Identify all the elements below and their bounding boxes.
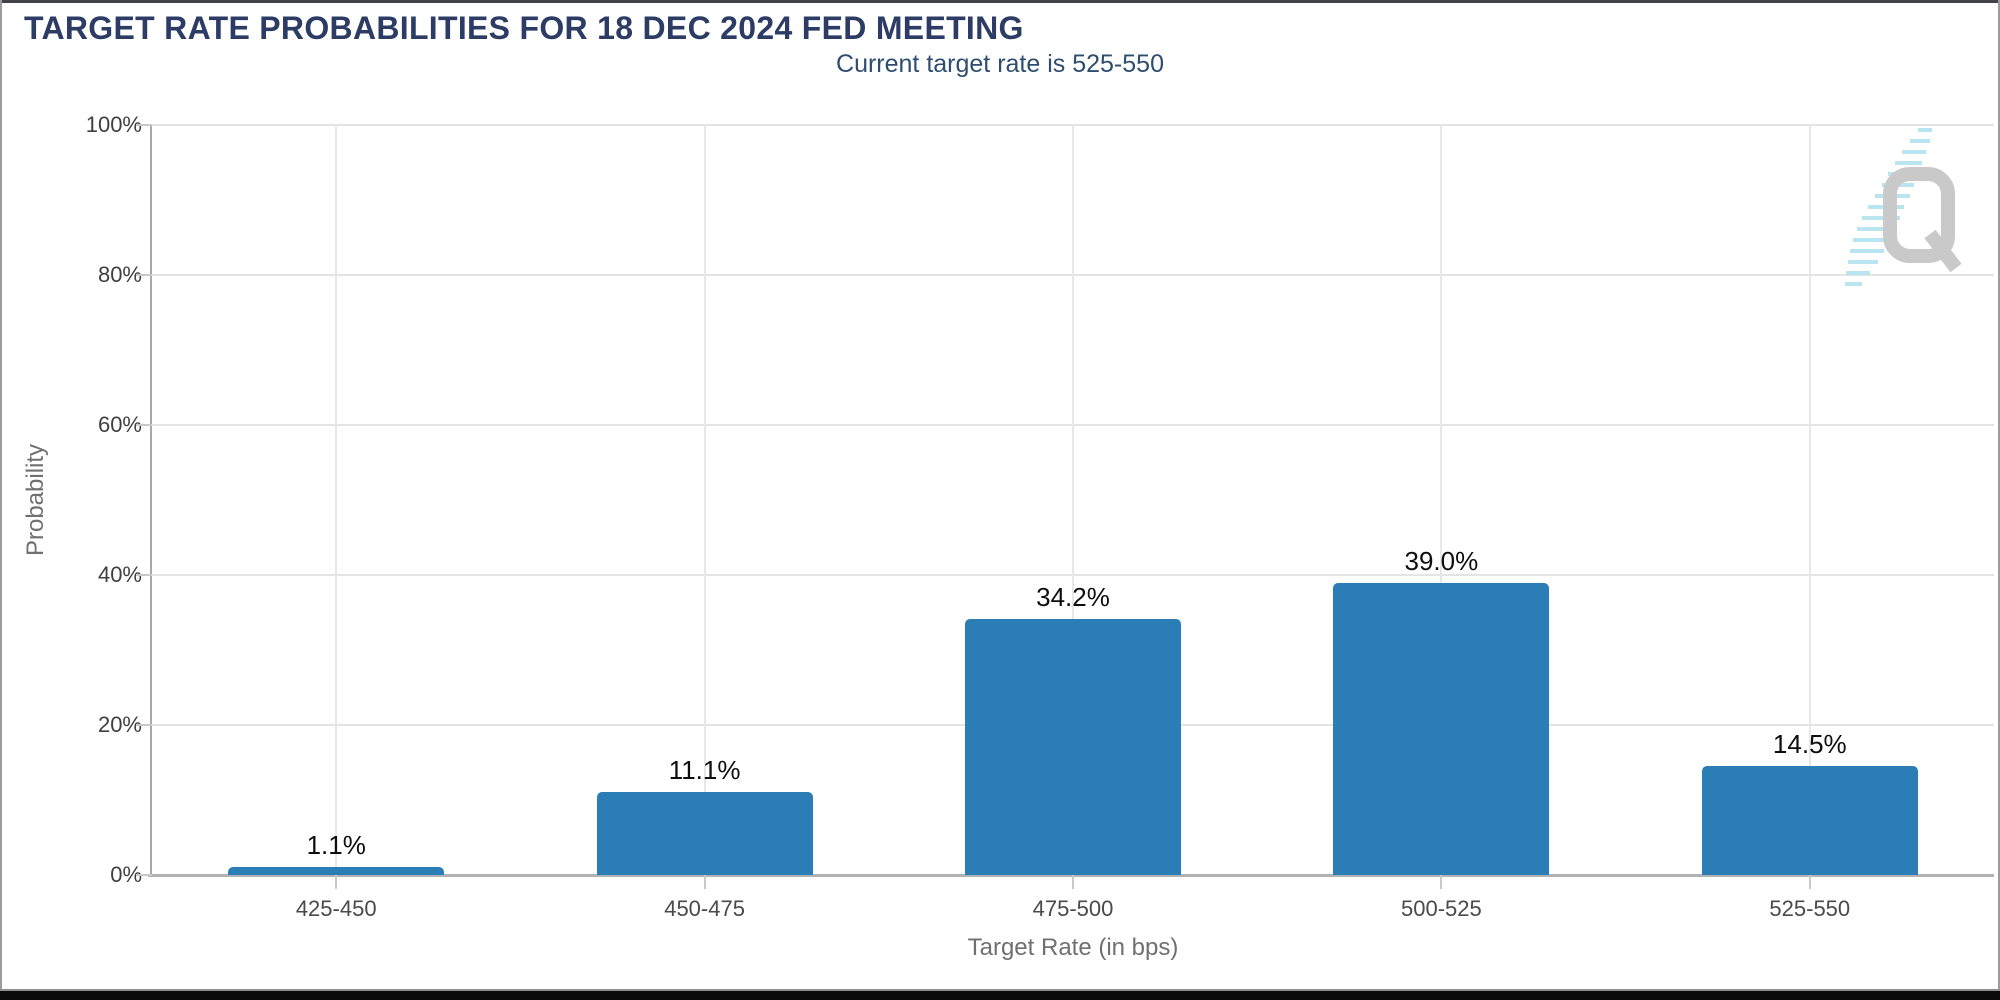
x-tick-label: 475-500 xyxy=(1032,896,1114,921)
bar-value-label: 11.1% xyxy=(668,754,741,785)
y-tick xyxy=(136,574,152,576)
x-tick xyxy=(703,875,706,889)
y-axis-labels: 0% 20% 40% 60% 80% 100% xyxy=(0,112,142,887)
bar-525-550[interactable] xyxy=(1701,766,1918,875)
gridline-vertical xyxy=(703,125,706,875)
window-left-border xyxy=(0,0,2,991)
page-title: TARGET RATE PROBABILITIES FOR 18 DEC 202… xyxy=(24,10,1024,46)
gridline-vertical xyxy=(335,125,338,875)
y-tick-label: 100% xyxy=(85,112,142,137)
x-tick xyxy=(1808,875,1811,889)
bar-value-label: 14.5% xyxy=(1772,729,1847,760)
window-right-border xyxy=(1998,0,2000,991)
y-tick-label: 40% xyxy=(97,562,142,587)
gridline-vertical xyxy=(1808,125,1811,875)
x-tick-label: 450-475 xyxy=(664,896,745,921)
bar-500-525[interactable] xyxy=(1333,582,1550,875)
gridline-vertical xyxy=(1440,125,1443,875)
x-axis-line xyxy=(148,874,1994,877)
bar-425-450[interactable] xyxy=(228,866,445,875)
bar-value-label: 1.1% xyxy=(306,829,366,860)
y-tick xyxy=(136,874,152,876)
x-tick-label: 500-525 xyxy=(1401,896,1482,921)
plot-area: 1.1% 425-450 11.1% 450-475 34.2% 475-500 39.0%… xyxy=(136,124,1994,921)
logo-q-letter xyxy=(1883,167,1962,273)
bar-value-label: 39.0% xyxy=(1404,545,1479,576)
x-tick-label: 425-450 xyxy=(295,896,377,921)
chart-subtitle: Current target rate is 525-550 xyxy=(836,50,1164,78)
y-tick xyxy=(136,124,152,126)
bar-450-475[interactable] xyxy=(596,791,813,875)
y-tick xyxy=(136,424,152,426)
bar-value-label: 34.2% xyxy=(1036,581,1110,612)
x-tick xyxy=(1440,875,1443,889)
y-tick-label: 20% xyxy=(97,712,142,737)
y-tick-label: 80% xyxy=(97,262,142,287)
quikstrike-q-logo-icon xyxy=(1845,128,1962,286)
y-tick xyxy=(136,274,152,276)
x-tick xyxy=(1072,875,1074,889)
window-bottom-bar xyxy=(0,989,2000,1000)
x-axis-title: Target Rate (in bps) xyxy=(967,934,1179,961)
y-tick xyxy=(136,724,152,726)
y-tick-label: 60% xyxy=(97,412,142,437)
x-tick-label: 525-550 xyxy=(1769,896,1851,921)
x-tick xyxy=(335,875,338,889)
y-axis-line xyxy=(150,125,152,875)
bar-475-500[interactable] xyxy=(965,618,1181,875)
gridline-vertical xyxy=(1072,125,1074,875)
window-top-border xyxy=(0,0,2000,3)
